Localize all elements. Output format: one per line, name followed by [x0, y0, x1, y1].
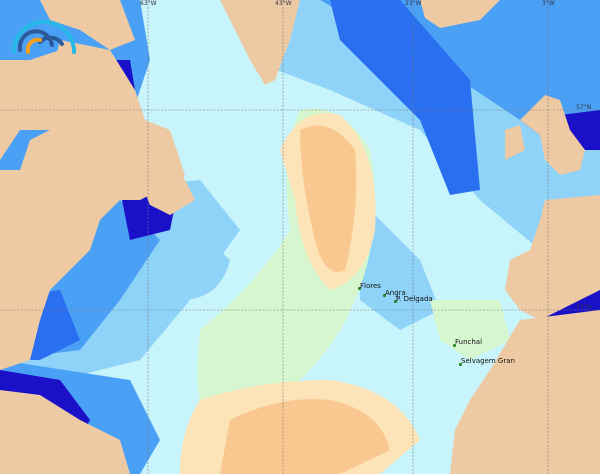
latitude-label: 57°N: [576, 104, 592, 111]
longitude-label: 63°W: [140, 0, 157, 7]
place-marker: [394, 300, 397, 303]
place-marker: [383, 294, 386, 297]
latitude-label: 37°N: [576, 304, 592, 311]
place-label-p-delgada[interactable]: P. Delgada: [396, 295, 433, 303]
longitude-label: 3°W: [542, 0, 555, 7]
place-marker: [358, 287, 361, 290]
place-label-selvagem-grande[interactable]: Selvagem Gran: [461, 357, 515, 365]
place-label-flores[interactable]: Flores: [360, 282, 381, 290]
longitude-label: 23°W: [405, 0, 422, 7]
place-marker: [453, 344, 456, 347]
place-label-angra[interactable]: Angra: [385, 289, 406, 297]
place-label-funchal[interactable]: Funchal: [455, 338, 483, 346]
arc-rainbow-logo-icon: [12, 20, 76, 54]
longitude-label: 43°W: [275, 0, 292, 7]
place-marker: [459, 363, 462, 366]
